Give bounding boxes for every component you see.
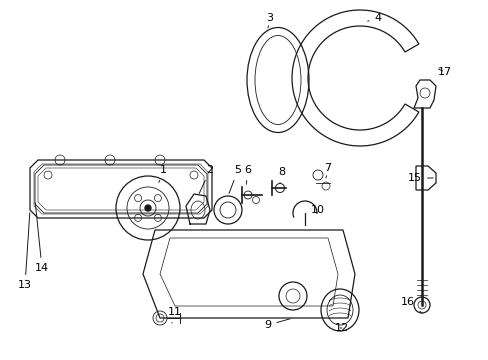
Text: 9: 9 — [264, 319, 290, 330]
Text: 6: 6 — [244, 165, 251, 184]
Text: 14: 14 — [35, 203, 49, 273]
Text: 2: 2 — [199, 165, 213, 193]
Text: 16: 16 — [400, 297, 421, 313]
Text: 4: 4 — [367, 13, 381, 23]
Text: 1: 1 — [159, 165, 166, 183]
Text: 3: 3 — [266, 13, 273, 28]
Text: 5: 5 — [228, 165, 241, 193]
Text: 7: 7 — [324, 163, 331, 178]
Text: 12: 12 — [334, 323, 348, 333]
Text: 10: 10 — [310, 205, 325, 215]
Text: 8: 8 — [278, 167, 285, 183]
Text: 15: 15 — [407, 173, 432, 183]
Text: 13: 13 — [18, 213, 32, 290]
Text: 11: 11 — [168, 307, 182, 323]
Text: 17: 17 — [437, 67, 451, 77]
Circle shape — [145, 205, 151, 211]
